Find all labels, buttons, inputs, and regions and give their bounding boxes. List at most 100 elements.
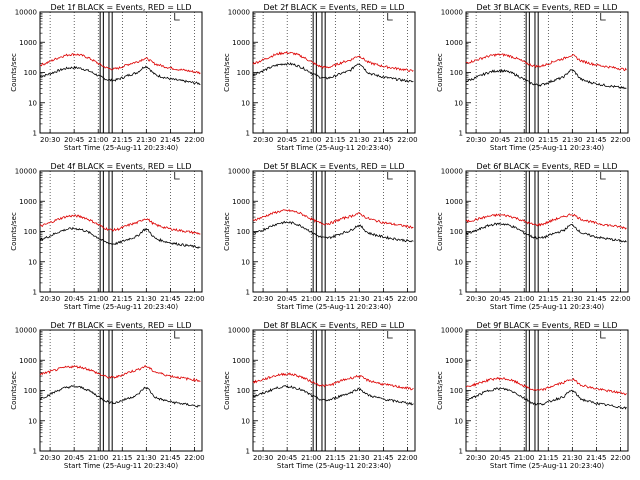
x-tick-label: 21:00: [301, 295, 321, 303]
marker-l: [174, 13, 180, 21]
x-tick-label: 21:00: [88, 136, 108, 144]
marker-l: [387, 331, 393, 339]
y-axis-label: Counts/sec: [10, 212, 18, 251]
marker-l: [600, 172, 606, 180]
x-tick-label: 21:45: [160, 295, 180, 303]
plot-frame: [465, 170, 629, 293]
marker-l: [600, 331, 606, 339]
x-axis-label: Start Time (25-Aug-11 20:23:40): [277, 462, 391, 470]
x-tick-label: 22:00: [397, 454, 417, 462]
x-tick-label: 20:30: [466, 136, 486, 144]
x-tick-label: 21:45: [586, 295, 606, 303]
x-tick-label: 20:45: [490, 295, 510, 303]
events-series-line: [465, 387, 627, 410]
x-tick-label: 20:45: [490, 136, 510, 144]
x-tick-label: 21:30: [562, 454, 582, 462]
x-tick-label: 20:45: [277, 136, 297, 144]
marker-box: [525, 170, 530, 293]
marker-box: [321, 329, 326, 452]
x-tick-label: 21:00: [514, 454, 534, 462]
y-tick-label: 1000: [19, 198, 37, 206]
x-tick-label: 20:30: [40, 136, 60, 144]
panel-8: Det 8f BLACK = Events, RED = LLD 20:30 20:…: [223, 321, 418, 470]
x-tick-label: 21:00: [301, 454, 321, 462]
x-tick-label: 21:30: [562, 295, 582, 303]
x-tick-label: 21:30: [136, 454, 156, 462]
y-axis-label: Counts/sec: [436, 212, 444, 251]
x-tick-label: 21:45: [586, 454, 606, 462]
x-tick-label: 20:30: [253, 136, 273, 144]
x-axis-label: Start Time (25-Aug-11 20:23:40): [490, 144, 604, 152]
y-tick-label: 1: [459, 448, 463, 456]
x-tick-label: 21:30: [349, 136, 369, 144]
panel-5: Det 5f BLACK = Events, RED = LLD 20:30 20:…: [223, 162, 418, 311]
y-tick-label: 10000: [441, 327, 463, 335]
x-tick-label: 22:00: [184, 454, 204, 462]
panel-1: Det 1f BLACK = Events, RED = LLD 20:30 20:…: [10, 3, 205, 152]
panel-title: Det 6f BLACK = Events, RED = LLD: [476, 162, 617, 171]
y-tick-label: 10000: [228, 9, 250, 17]
y-tick-label: 100: [237, 228, 250, 236]
panel-3: Det 3f BLACK = Events, RED = LLD 20:30 20:…: [436, 3, 631, 152]
x-tick-label: 22:00: [610, 454, 630, 462]
lld-series-line: [465, 376, 627, 396]
plot-frame: [465, 329, 629, 452]
marker-l: [387, 172, 393, 180]
marker-box: [99, 329, 104, 452]
panel-9: Det 9f BLACK = Events, RED = LLD 20:30 20:…: [436, 321, 631, 470]
x-tick-label: 21:15: [538, 295, 558, 303]
x-tick-label: 21:15: [112, 295, 132, 303]
marker-box: [312, 170, 317, 293]
lld-series-line: [252, 51, 414, 72]
events-series-line: [39, 385, 201, 408]
y-axis-label: Counts/sec: [436, 53, 444, 92]
panel-title: Det 2f BLACK = Events, RED = LLD: [263, 3, 404, 12]
marker-box: [321, 11, 326, 134]
plot-frame: [39, 11, 203, 134]
y-tick-label: 100: [24, 387, 37, 395]
panel-7: Det 7f BLACK = Events, RED = LLD 20:30 20:…: [10, 321, 205, 470]
marker-l: [387, 13, 393, 21]
x-axis-label: Start Time (25-Aug-11 20:23:40): [64, 462, 178, 470]
y-tick-label: 100: [450, 69, 463, 77]
x-axis-label: Start Time (25-Aug-11 20:23:40): [490, 303, 604, 311]
x-tick-label: 20:45: [277, 295, 297, 303]
x-tick-label: 21:45: [373, 136, 393, 144]
x-tick-label: 20:30: [466, 454, 486, 462]
events-series-line: [39, 226, 201, 250]
y-tick-label: 1: [33, 289, 37, 297]
y-tick-label: 10000: [15, 327, 37, 335]
x-axis-label: Start Time (25-Aug-11 20:23:40): [490, 462, 604, 470]
marker-box: [99, 170, 104, 293]
marker-box: [321, 170, 326, 293]
lld-series-line: [39, 214, 201, 235]
x-tick-label: 22:00: [610, 136, 630, 144]
y-tick-label: 10000: [15, 168, 37, 176]
x-tick-label: 21:45: [373, 295, 393, 303]
y-tick-label: 10: [454, 258, 463, 266]
y-tick-label: 100: [237, 387, 250, 395]
marker-box: [525, 11, 530, 134]
y-tick-label: 1000: [445, 198, 463, 206]
y-tick-label: 1: [33, 448, 37, 456]
plot-frame: [252, 11, 416, 134]
y-tick-label: 10: [28, 258, 37, 266]
events-series-line: [39, 65, 201, 85]
y-axis-label: Counts/sec: [223, 212, 231, 251]
marker-box: [534, 11, 539, 134]
panel-6: Det 6f BLACK = Events, RED = LLD 20:30 20:…: [436, 162, 631, 311]
y-tick-label: 100: [237, 69, 250, 77]
lld-series-line: [252, 372, 414, 391]
x-axis-label: Start Time (25-Aug-11 20:23:40): [64, 303, 178, 311]
x-tick-label: 20:30: [40, 295, 60, 303]
x-tick-label: 20:45: [64, 454, 84, 462]
marker-l: [174, 172, 180, 180]
x-axis-label: Start Time (25-Aug-11 20:23:40): [277, 144, 391, 152]
x-tick-label: 20:30: [466, 295, 486, 303]
y-tick-label: 1: [459, 130, 463, 138]
y-tick-label: 1: [246, 130, 250, 138]
marker-box: [312, 11, 317, 134]
x-tick-label: 20:45: [277, 454, 297, 462]
y-axis-label: Counts/sec: [223, 53, 231, 92]
